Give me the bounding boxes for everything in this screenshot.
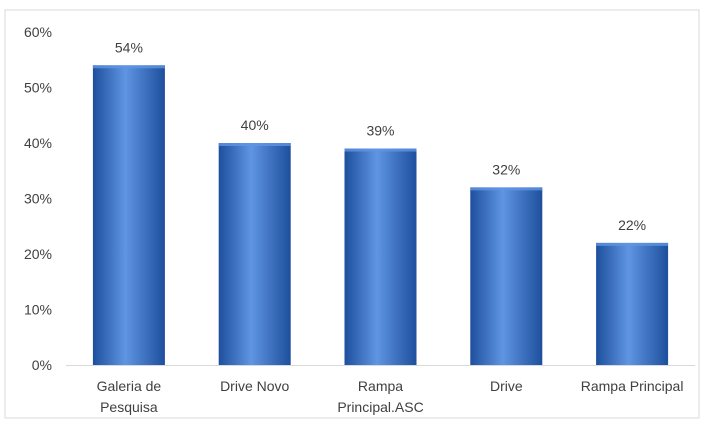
bars — [92, 65, 669, 366]
y-tick-label: 30% — [24, 191, 52, 207]
y-tick-label: 10% — [24, 302, 52, 318]
bar-highlight — [92, 65, 165, 69]
bar — [92, 65, 165, 366]
x-tick-label: Drive Novo — [220, 378, 289, 394]
bar — [470, 187, 543, 365]
y-tick-label: 20% — [24, 246, 52, 262]
data-label: 32% — [492, 161, 520, 177]
x-tick-label: Rampa Principal — [581, 378, 684, 394]
bar-highlight — [470, 187, 543, 191]
y-tick-label: 60% — [24, 24, 52, 40]
bar-highlight — [218, 143, 291, 146]
x-tick-label: Drive — [490, 378, 523, 394]
bar — [596, 242, 669, 365]
y-tick-label: 40% — [24, 135, 52, 151]
y-axis: 0% 10% 20% 30% 40% 50% 60% — [24, 24, 52, 373]
x-tick-label: Rampa Principal.ASC — [337, 378, 423, 415]
bar-highlight — [344, 148, 417, 152]
data-label: 54% — [115, 39, 143, 55]
x-axis: Galeria de Pesquisa Drive Novo Rampa Princip… — [66, 365, 695, 415]
bar — [218, 143, 291, 365]
bar-highlight — [596, 242, 669, 246]
data-labels: 54% 40% 39% 32% 22% — [115, 39, 646, 233]
data-label: 22% — [618, 217, 646, 233]
chart-border — [4, 9, 700, 419]
data-label: 39% — [366, 123, 394, 139]
data-label: 40% — [241, 117, 269, 133]
bar — [344, 148, 417, 365]
y-tick-label: 0% — [32, 357, 52, 373]
y-tick-label: 50% — [24, 80, 52, 96]
x-tick-label: Galeria de Pesquisa — [97, 378, 162, 415]
